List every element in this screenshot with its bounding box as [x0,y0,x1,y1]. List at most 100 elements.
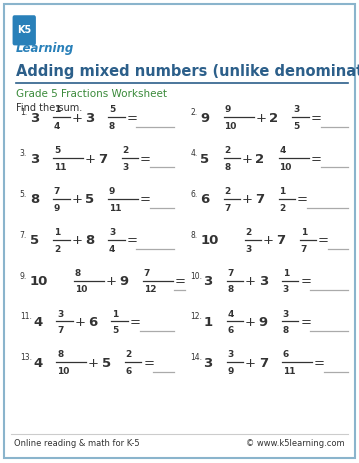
Text: 6: 6 [200,193,210,206]
Text: 7: 7 [277,234,286,247]
Text: =: = [126,234,137,247]
Text: +: + [245,275,256,288]
Text: Grade 5 Fractions Worksheet: Grade 5 Fractions Worksheet [16,89,167,99]
Text: +: + [85,152,96,165]
Text: 6: 6 [283,350,289,359]
Text: 1: 1 [283,268,289,277]
Text: 7: 7 [228,268,234,277]
FancyBboxPatch shape [13,16,36,46]
Text: 10: 10 [75,285,87,294]
Text: +: + [245,356,256,369]
Text: 13.: 13. [20,352,32,362]
Text: 5: 5 [293,122,299,131]
Text: 10.: 10. [190,271,202,280]
Text: 1: 1 [204,315,213,328]
Text: 5: 5 [54,146,60,155]
Text: =: = [300,275,311,288]
Text: =: = [311,152,322,165]
Text: 1: 1 [54,105,60,114]
Text: 3: 3 [57,309,63,318]
Text: 3: 3 [204,275,213,288]
Text: 3: 3 [293,105,299,114]
Text: +: + [263,234,274,247]
Text: =: = [314,356,325,369]
Text: 4: 4 [54,122,60,131]
Text: 3: 3 [85,112,94,125]
Text: 9: 9 [228,366,234,375]
Text: 6: 6 [228,325,234,335]
Text: 9: 9 [54,203,60,213]
Text: 7: 7 [54,187,60,196]
Text: 2: 2 [246,227,252,237]
Text: +: + [75,315,85,328]
Text: 8: 8 [224,163,230,172]
Text: 5: 5 [85,193,94,206]
Text: +: + [88,356,99,369]
Text: 1: 1 [112,309,118,318]
Text: 4: 4 [280,146,286,155]
Text: 7: 7 [300,244,307,253]
Text: 2: 2 [54,244,60,253]
Text: 8: 8 [109,122,115,131]
Text: +: + [255,112,266,125]
Text: 11: 11 [283,366,295,375]
Text: 3.: 3. [20,149,27,158]
Text: 9: 9 [200,112,209,125]
Text: 2.: 2. [190,108,197,117]
Text: 7: 7 [144,268,150,277]
Text: 3: 3 [122,163,129,172]
Text: K5: K5 [17,25,31,35]
Text: =: = [140,193,151,206]
Text: 11: 11 [109,203,121,213]
Text: 3: 3 [204,356,213,369]
Text: 2: 2 [269,112,278,125]
Text: 8: 8 [228,285,234,294]
Text: 3: 3 [30,152,39,165]
Text: 4: 4 [33,315,42,328]
Text: 10: 10 [224,122,237,131]
Text: =: = [130,315,141,328]
Text: 7: 7 [256,193,265,206]
Text: =: = [175,275,186,288]
Text: 5: 5 [200,152,209,165]
Text: 4: 4 [109,244,115,253]
Text: 3: 3 [228,350,234,359]
Text: Adding mixed numbers (unlike denominators): Adding mixed numbers (unlike denominator… [16,64,359,79]
Text: 5: 5 [102,356,111,369]
Text: 14.: 14. [190,352,202,362]
Text: 2: 2 [256,152,265,165]
Text: 5: 5 [30,234,39,247]
Text: 10: 10 [200,234,219,247]
Text: Online reading & math for K-5: Online reading & math for K-5 [14,438,140,447]
Text: 12: 12 [144,285,156,294]
Text: 11.: 11. [20,312,32,321]
Text: 3: 3 [30,112,39,125]
Text: +: + [106,275,117,288]
Text: Find the sum.: Find the sum. [16,102,83,113]
Text: 10: 10 [30,275,48,288]
Text: 4: 4 [33,356,42,369]
Text: 8: 8 [30,193,39,206]
Text: 2: 2 [224,146,230,155]
Text: 1.: 1. [20,108,27,117]
Text: =: = [140,152,151,165]
Text: 9: 9 [120,275,129,288]
Text: =: = [126,112,137,125]
Text: 5: 5 [109,105,115,114]
Text: 3: 3 [109,227,115,237]
Text: 8: 8 [57,350,63,359]
Text: 12.: 12. [190,312,202,321]
Text: 1: 1 [280,187,286,196]
Text: +: + [71,234,82,247]
Text: Learning: Learning [16,42,74,55]
Text: 4: 4 [228,309,234,318]
Text: =: = [143,356,154,369]
Text: 8: 8 [75,268,81,277]
Text: +: + [242,152,253,165]
Text: 9.: 9. [20,271,27,280]
Text: 5: 5 [112,325,118,335]
Text: 8: 8 [85,234,94,247]
Text: 2: 2 [280,203,286,213]
Text: © www.k5learning.com: © www.k5learning.com [246,438,345,447]
Text: 3: 3 [259,275,268,288]
